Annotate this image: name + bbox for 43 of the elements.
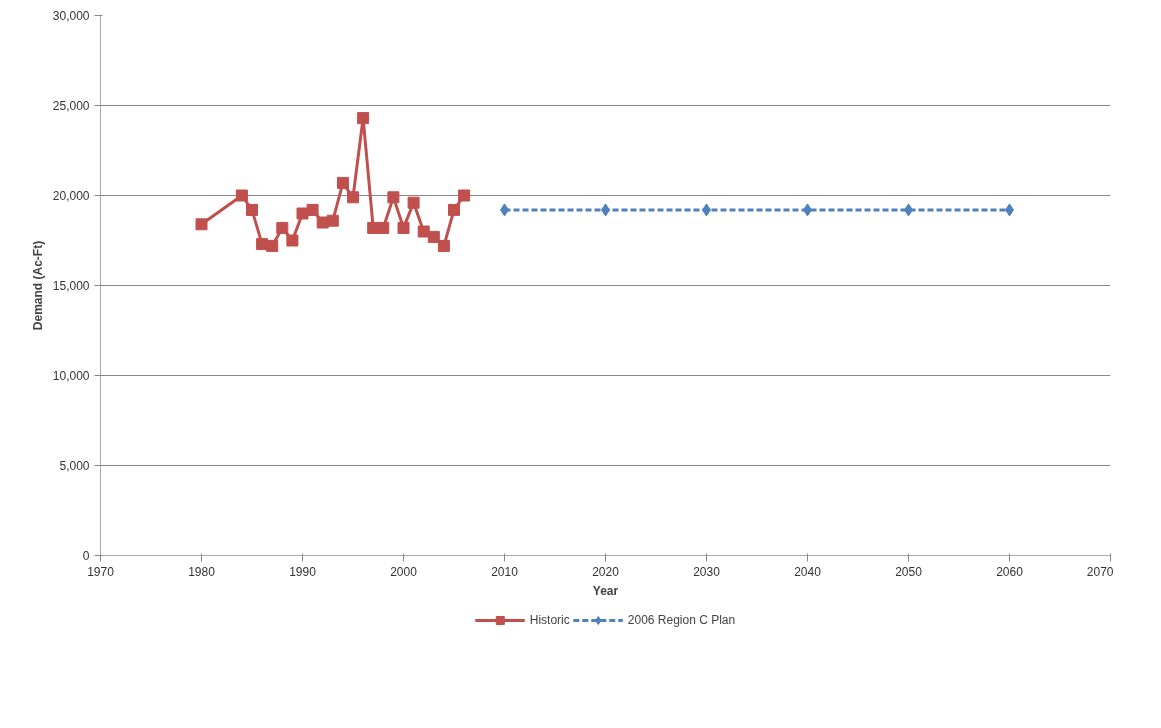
x-tick-label: 2010: [491, 564, 519, 579]
x-axis-title: Year: [592, 583, 619, 598]
point: [316, 216, 329, 229]
point: [235, 189, 248, 202]
point: [387, 191, 400, 204]
y-tick-label: 20,000: [52, 189, 90, 203]
point: [417, 225, 430, 238]
point: [357, 112, 370, 125]
point: [276, 221, 289, 234]
point: [347, 191, 359, 204]
y-tick-label: 0: [82, 549, 90, 563]
point: [246, 203, 258, 216]
x-tick-label: 2000: [390, 564, 418, 579]
point: [427, 230, 440, 243]
point: [336, 176, 349, 189]
point: [377, 221, 390, 234]
x-tick-label: 2060: [996, 564, 1024, 579]
point: [407, 196, 420, 209]
point: [195, 218, 208, 231]
y-axis-title: Demand (Ac-Ft): [30, 240, 45, 331]
y-tick-label: 25,000: [52, 99, 90, 113]
x-tick-label: 1970: [87, 564, 115, 579]
y-tick-label: 30,000: [52, 9, 90, 23]
x-tick-label: 2070: [1086, 564, 1114, 579]
x-tick-label: 2020: [592, 564, 620, 579]
legend-label: Historic: [529, 613, 570, 627]
x-tick-label: 2040: [794, 564, 822, 579]
point: [448, 203, 460, 216]
legend-label: 2006 Region C Plan: [627, 613, 736, 627]
x-tick-label: 1980: [188, 564, 216, 579]
point: [437, 239, 450, 252]
point: [397, 221, 410, 234]
point: [326, 214, 339, 227]
point: [266, 239, 279, 252]
y-tick-label: 10,000: [52, 369, 90, 383]
point: [286, 234, 299, 247]
x-tick-label: 2030: [693, 564, 721, 579]
point: [306, 203, 319, 216]
x-tick-label: 1990: [289, 564, 317, 579]
x-tick-label: 2050: [895, 564, 923, 579]
point: [458, 189, 471, 202]
y-tick-label: 15,000: [52, 279, 90, 293]
y-tick-label: 5,000: [59, 459, 90, 473]
